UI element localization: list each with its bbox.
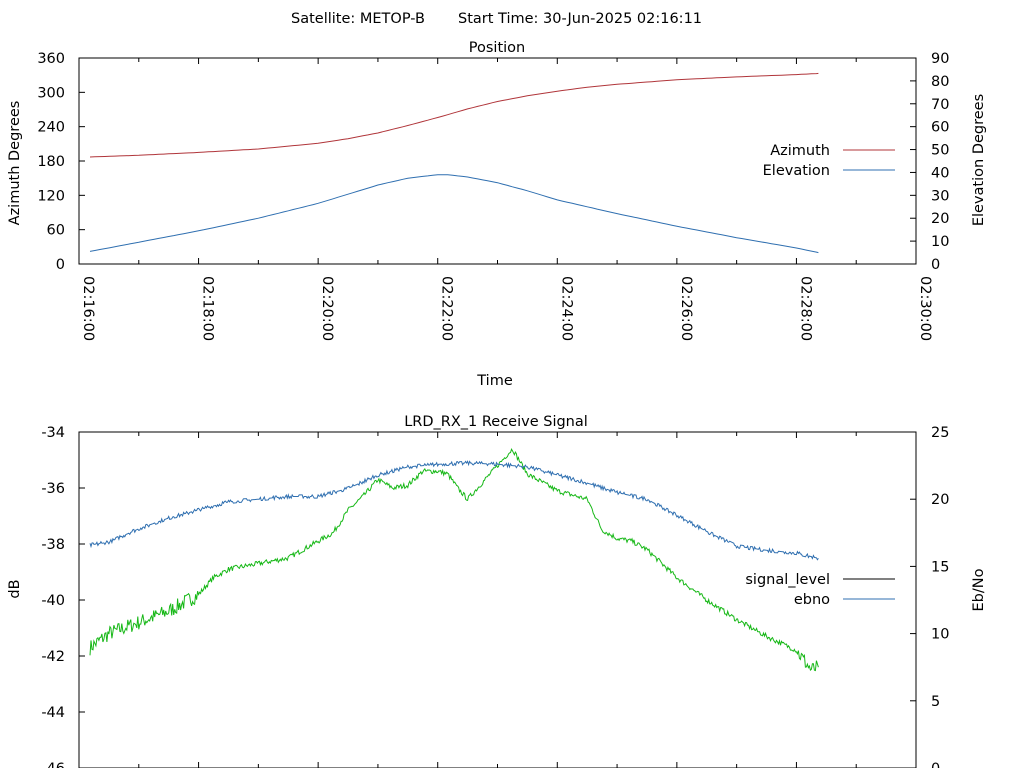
- legend-label-ebno: ebno: [794, 592, 830, 608]
- y2-tick-label: 20: [931, 211, 949, 227]
- receive-signal-y-axis-label: dB: [7, 579, 23, 598]
- y-tick-label: -46: [41, 761, 65, 768]
- y2-tick-label: 10: [931, 234, 949, 250]
- y-tick-label: 300: [37, 85, 65, 101]
- y2-tick-label: 60: [931, 120, 949, 136]
- position-legend: Azimuth Elevation: [763, 143, 895, 179]
- position-y2-axis-label: Elevation Degrees: [971, 94, 987, 226]
- x-tick-label: 02:28:00: [797, 276, 813, 341]
- y-tick-label: -38: [41, 537, 65, 553]
- x-tick-label: 02:16:00: [80, 276, 96, 341]
- series-line-signal-level: [89, 447, 819, 672]
- y2-tick-label: 0: [931, 257, 940, 273]
- position-y-axis-label: Azimuth Degrees: [7, 101, 23, 226]
- y-tick-label: -36: [41, 481, 65, 497]
- y2-tick-label: 25: [931, 425, 949, 441]
- series-line-elevation: [89, 174, 819, 254]
- x-tick-label: 02:18:00: [200, 276, 216, 341]
- y-tick-label: 180: [37, 154, 65, 170]
- y2-tick-label: 0: [931, 761, 940, 768]
- y2-tick-label: 90: [931, 51, 949, 67]
- y2-tick-label: 50: [931, 143, 949, 159]
- receive-signal-chart-title: LRD_RX_1 Receive Signal: [404, 414, 588, 430]
- x-tick-label: 02:20:00: [319, 276, 335, 341]
- y-tick-label: -42: [41, 649, 65, 665]
- y-tick-label: 60: [47, 223, 65, 239]
- receive-signal-axis-ticks: [79, 432, 916, 768]
- position-tick-labels: 02:16:00 02:18:00 02:20:00 02:22:00 02:24:00…: [37, 51, 949, 341]
- position-x-axis-label: Time: [476, 373, 513, 389]
- y-tick-label: -40: [41, 593, 65, 609]
- y2-tick-label: 20: [931, 492, 949, 508]
- series-line-azimuth: [89, 72, 819, 158]
- x-tick-label: 02:26:00: [678, 276, 694, 341]
- y-tick-label: -34: [41, 425, 65, 441]
- receive-signal-tick-labels: -46 -44 -42 -40 -38 -36 -34 0 5 10 15 20 25: [41, 425, 949, 768]
- y2-tick-label: 80: [931, 74, 949, 90]
- receive-signal-y2-axis-label: Eb/No: [971, 568, 987, 611]
- y-tick-label: -44: [41, 705, 65, 721]
- y2-tick-label: 70: [931, 97, 949, 113]
- y2-tick-label: 15: [931, 559, 949, 575]
- legend-label-elevation: Elevation: [763, 163, 830, 179]
- start-time-label: Start Time: 30-Jun-2025 02:16:11: [458, 11, 702, 27]
- position-chart: Position Time Azimuth Degrees Elevation …: [7, 40, 987, 389]
- position-series: [89, 72, 819, 254]
- x-tick-label: 02:24:00: [558, 276, 574, 341]
- y-tick-label: 360: [37, 51, 65, 67]
- x-tick-label: 02:30:00: [917, 276, 933, 341]
- series-line-ebno: [89, 460, 819, 561]
- position-plot-frame: [78, 57, 917, 265]
- y-tick-label: 240: [37, 120, 65, 136]
- y-tick-label: 120: [37, 188, 65, 204]
- position-chart-title: Position: [469, 40, 525, 56]
- receive-signal-chart: LRD_RX_1 Receive Signal dB Eb/No -46-44-…: [7, 414, 987, 768]
- position-axis-ticks: [79, 58, 916, 264]
- legend-label-signal-level: signal_level: [745, 572, 830, 588]
- receive-signal-series: [89, 447, 819, 672]
- receive-signal-plot-frame: [78, 431, 917, 768]
- x-tick-label: 02:22:00: [439, 276, 455, 341]
- satellite-label: Satellite: METOP-B: [291, 11, 425, 27]
- y2-tick-label: 5: [931, 694, 940, 710]
- y2-tick-label: 40: [931, 165, 949, 181]
- y2-tick-label: 30: [931, 188, 949, 204]
- y2-tick-label: 10: [931, 627, 949, 643]
- y-tick-label: 0: [56, 257, 65, 273]
- legend-label-azimuth: Azimuth: [770, 143, 830, 159]
